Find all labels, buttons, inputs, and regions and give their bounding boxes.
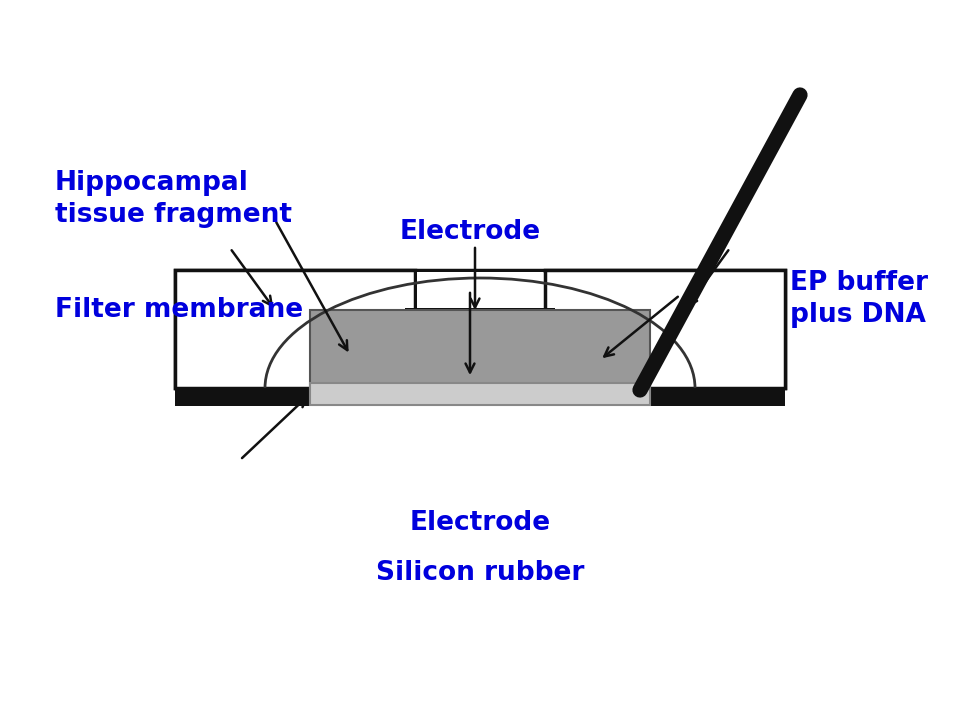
Bar [545,270,785,388]
Text: Electrode: Electrode [409,510,551,536]
Text: EP buffer
plus DNA: EP buffer plus DNA [790,270,928,328]
Text: Electrode: Electrode [399,219,540,245]
Text: Silicon rubber: Silicon rubber [375,560,585,586]
Text: Hippocampal
tissue fragment: Hippocampal tissue fragment [55,170,292,228]
Bar [310,310,650,388]
Bar [175,388,785,406]
Bar [175,270,785,388]
Bar [417,272,543,386]
Text: Filter membrane: Filter membrane [55,297,303,323]
Bar [310,383,650,405]
Bar [405,308,555,332]
Bar [175,270,415,388]
